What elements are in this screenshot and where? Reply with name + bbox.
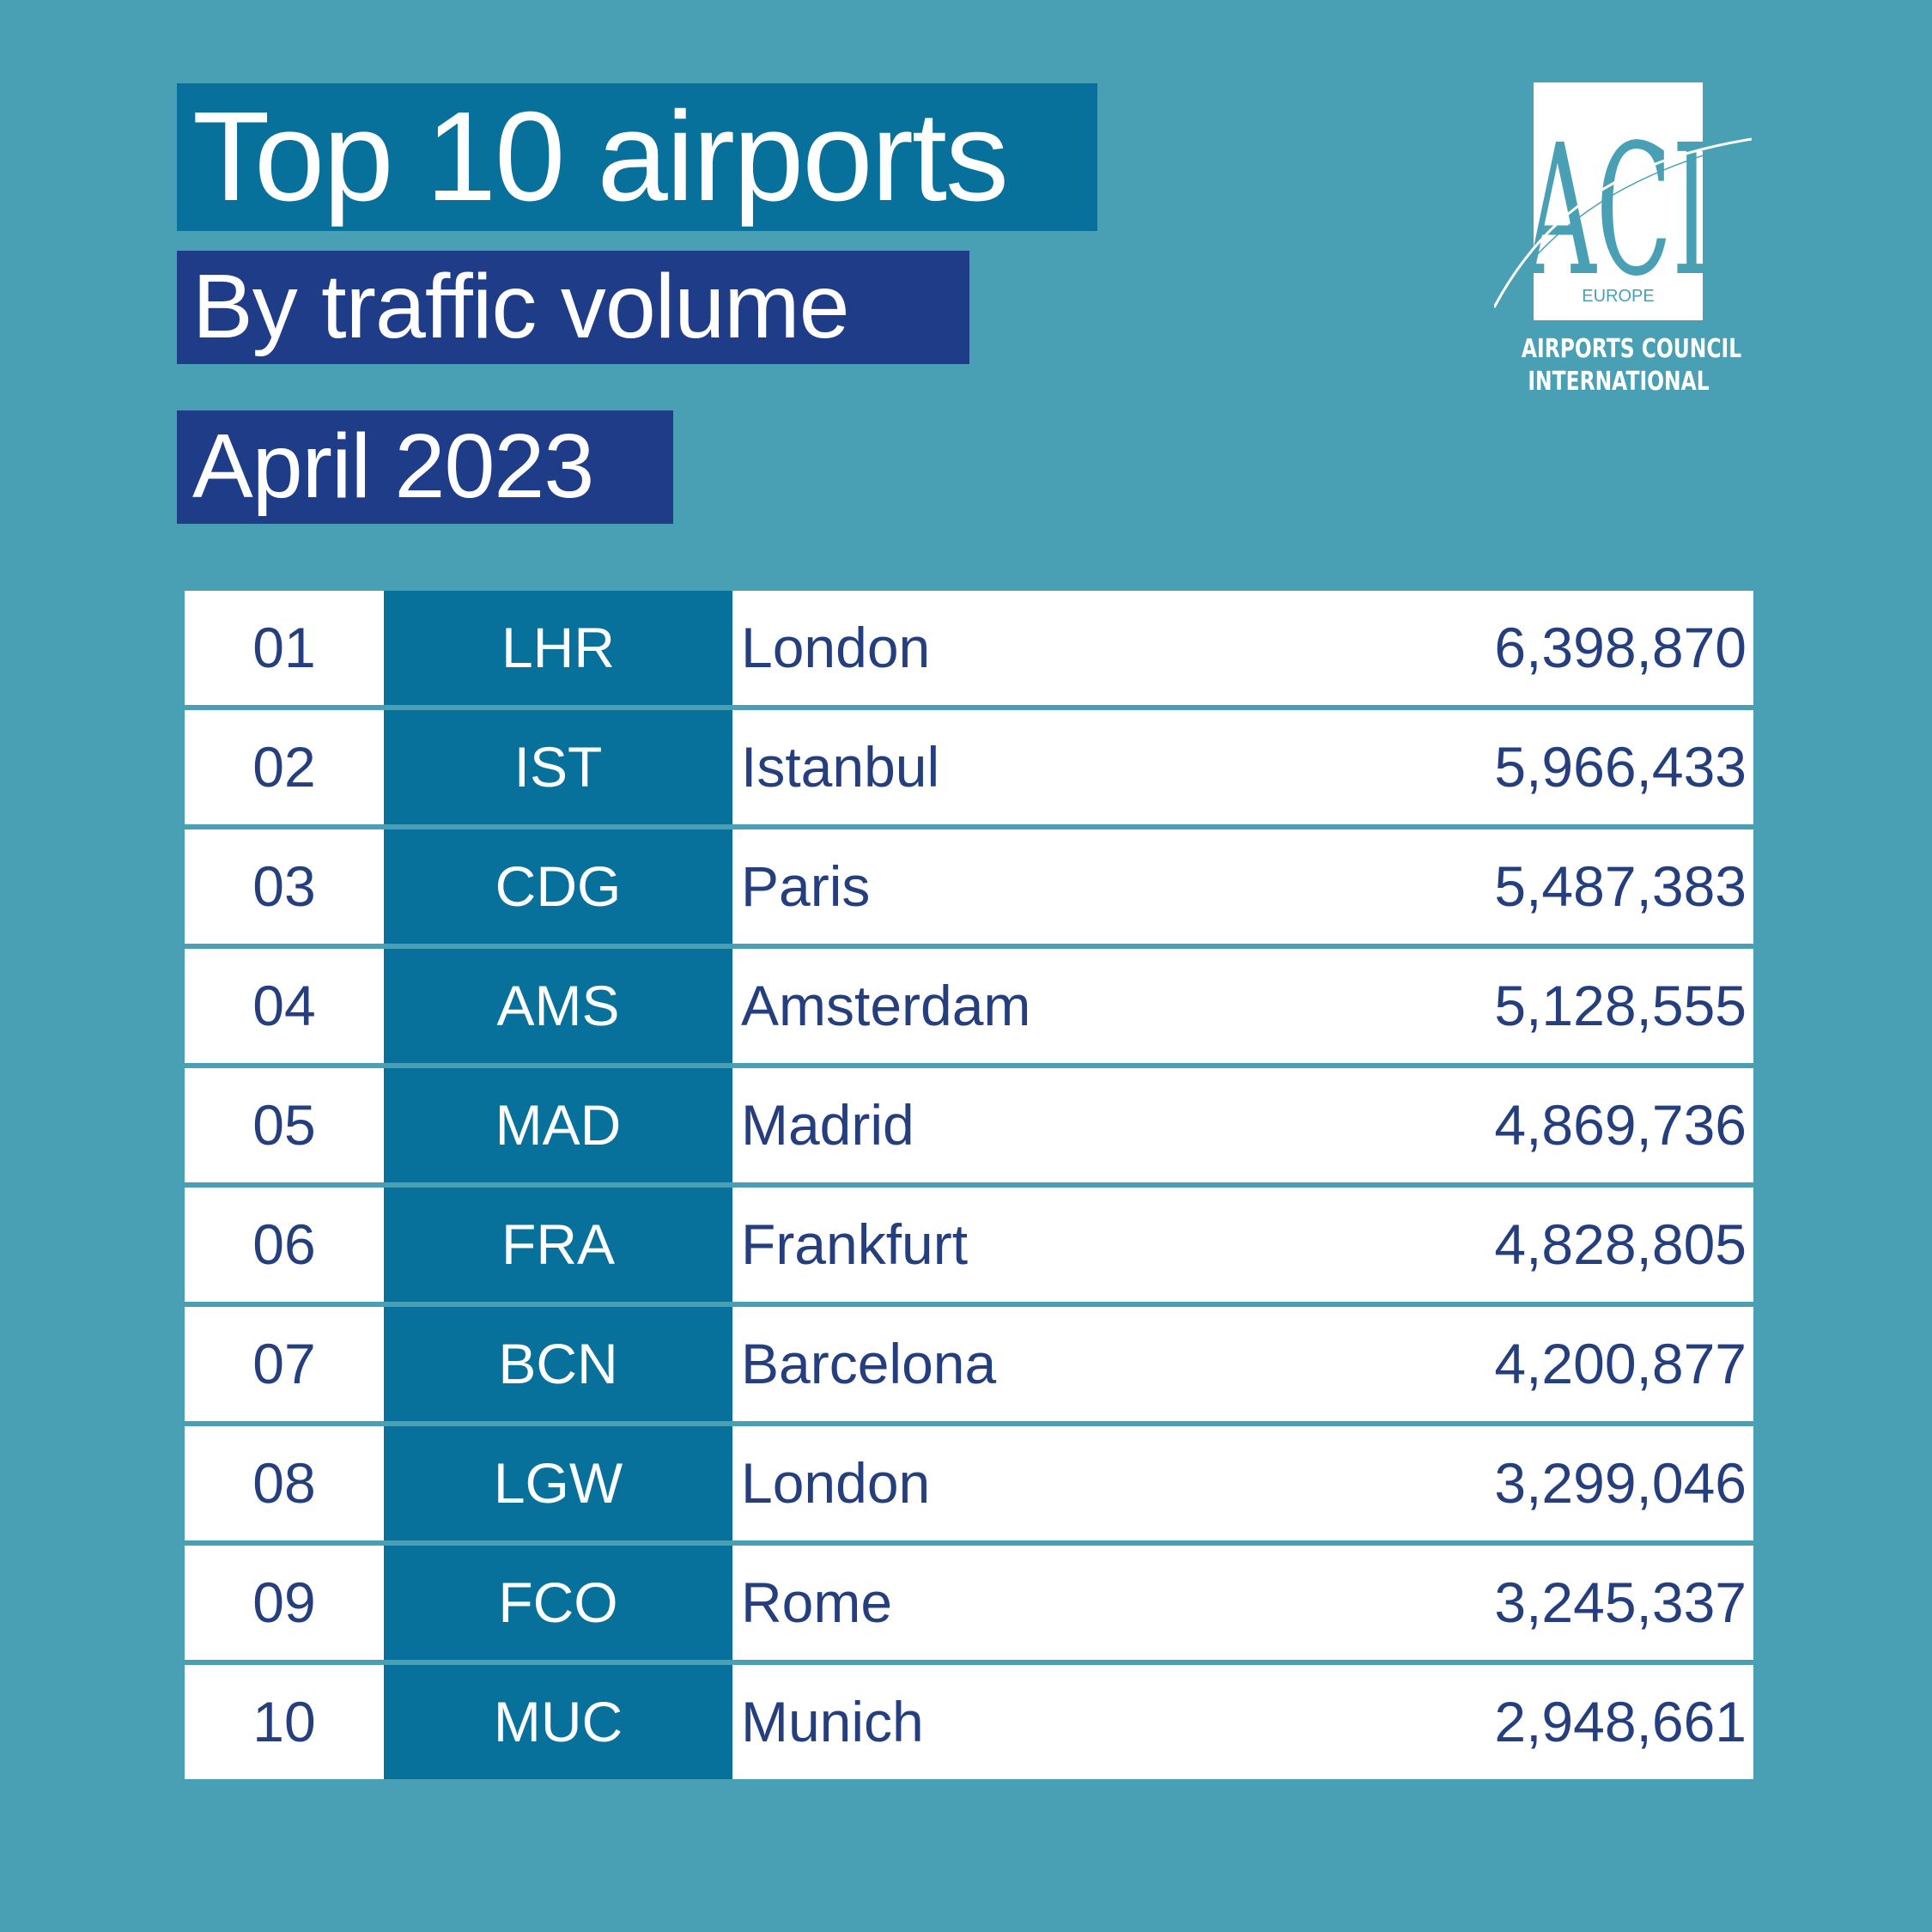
logo-line-2: INTERNATIONAL [1528,367,1710,397]
table-row: 05 MAD Madrid 4,869,736 [185,1068,1753,1182]
passenger-count-cell: 2,948,661 [1351,1665,1753,1779]
airport-code-cell: MUC [384,1665,732,1779]
table-row: 06 FRA Frankfurt 4,828,805 [185,1188,1753,1302]
period-label: April 2023 [177,410,673,524]
table-row: 02 IST Istanbul 5,966,433 [185,710,1753,824]
airport-code-cell: LGW [384,1426,732,1540]
rank-cell: 09 [185,1546,384,1660]
city-cell: Rome [732,1546,1351,1660]
airport-code-cell: IST [384,710,732,824]
airport-code-cell: FRA [384,1188,732,1302]
rank-cell: 05 [185,1068,384,1182]
airport-ranking-table: 01 LHR London 6,398,870 02 IST Istanbul 5,966,4… [185,591,1753,1779]
city-cell: Madrid [732,1068,1351,1182]
airport-code-cell: AMS [384,949,732,1063]
passenger-count-cell: 6,398,870 [1351,591,1753,705]
city-cell: Frankfurt [732,1188,1351,1302]
table-row: 04 AMS Amsterdam 5,128,555 [185,949,1753,1063]
city-cell: Amsterdam [732,949,1351,1063]
rank-cell: 10 [185,1665,384,1779]
table-row: 07 BCN Barcelona 4,200,877 [185,1307,1753,1421]
rank-cell: 02 [185,710,384,824]
city-cell: London [732,591,1351,705]
city-cell: London [732,1426,1351,1540]
logo-line-1: AIRPORTS COUNCIL [1521,334,1742,364]
passenger-count-cell: 4,828,805 [1351,1188,1753,1302]
table-row: 08 LGW London 3,299,046 [185,1426,1753,1540]
logo-region: EUROPE [1582,287,1655,306]
logo-card [1534,82,1703,320]
passenger-count-cell: 3,245,337 [1351,1546,1753,1660]
logo-name: AIRPORTS COUNCIL INTERNATIONAL [1521,333,1742,398]
city-cell: Munich [732,1665,1351,1779]
table-row: 09 FCO Rome 3,245,337 [185,1546,1753,1660]
airport-code-cell: CDG [384,829,732,944]
airport-code-cell: BCN [384,1307,732,1421]
rank-cell: 03 [185,829,384,944]
page-subtitle: By traffic volume [177,251,969,364]
passenger-count-cell: 4,200,877 [1351,1307,1753,1421]
passenger-count-cell: 5,966,433 [1351,710,1753,824]
aci-swoosh-icon: ACI [1494,106,1752,316]
table-row: 03 CDG Paris 5,487,383 [185,829,1753,944]
city-cell: Barcelona [732,1307,1351,1421]
airport-code-cell: LHR [384,591,732,705]
passenger-count-cell: 3,299,046 [1351,1426,1753,1540]
city-cell: Paris [732,829,1351,944]
rank-cell: 01 [185,591,384,705]
airport-code-cell: FCO [384,1546,732,1660]
logo-mark: ACI [1524,106,1711,315]
city-cell: Istanbul [732,710,1351,824]
airport-code-cell: MAD [384,1068,732,1182]
rank-cell: 04 [185,949,384,1063]
rank-cell: 08 [185,1426,384,1540]
table-row: 10 MUC Munich 2,948,661 [185,1665,1753,1779]
table-row: 01 LHR London 6,398,870 [185,591,1753,705]
passenger-count-cell: 4,869,736 [1351,1068,1753,1182]
aci-europe-logo: ACI EUROPE AIRPORTS COUNCIL INTERNATIONA… [1494,82,1752,409]
page-title: Top 10 airports [177,83,1097,231]
rank-cell: 07 [185,1307,384,1421]
passenger-count-cell: 5,128,555 [1351,949,1753,1063]
passenger-count-cell: 5,487,383 [1351,829,1753,944]
rank-cell: 06 [185,1188,384,1302]
